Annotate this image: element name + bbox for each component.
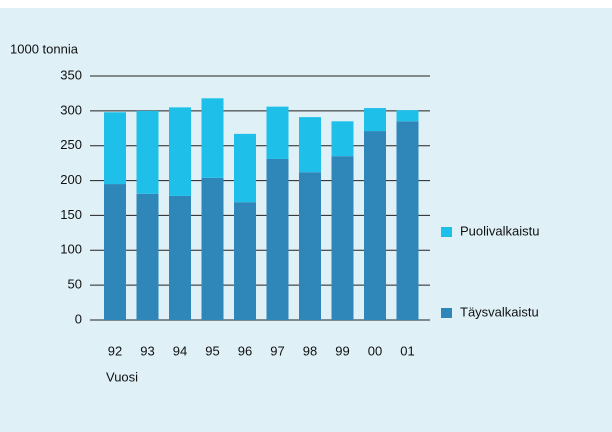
bar-segment xyxy=(104,112,126,185)
legend-swatch xyxy=(441,227,452,237)
bar-segment xyxy=(169,107,191,196)
y-tick-label: 50 xyxy=(68,277,82,292)
y-axis-label: 1000 tonnia xyxy=(10,41,79,56)
bar-segment xyxy=(364,131,386,320)
bar-segment xyxy=(234,133,256,203)
bar-segment xyxy=(299,117,321,173)
y-tick-label: 300 xyxy=(60,102,82,117)
y-tick-label: 200 xyxy=(60,172,82,187)
bar-segment xyxy=(201,177,224,320)
y-tick-label: 250 xyxy=(60,137,82,152)
y-tick-label: 100 xyxy=(60,242,82,257)
legend-label: Täysvalkaistu xyxy=(460,304,539,319)
bar-segment xyxy=(299,172,321,320)
x-tick-label: 93 xyxy=(140,343,154,358)
x-tick-label: 92 xyxy=(108,343,122,358)
x-tick-label: 01 xyxy=(400,343,414,358)
x-tick-label: 00 xyxy=(368,343,382,358)
x-tick-label: 98 xyxy=(303,343,317,358)
y-tick-label: 150 xyxy=(60,207,82,222)
x-tick-label: 99 xyxy=(335,343,349,358)
y-tick-label: 0 xyxy=(75,311,82,326)
y-tick-label: 350 xyxy=(60,67,82,82)
legend-swatch xyxy=(441,308,452,318)
bar-segment xyxy=(331,156,354,320)
bar-segment xyxy=(104,184,126,320)
x-axis-label: Vuosi xyxy=(106,369,138,384)
x-tick-label: 97 xyxy=(270,343,284,358)
bar-segment xyxy=(364,108,386,132)
bar-segment xyxy=(396,121,419,320)
x-tick-label: 94 xyxy=(173,343,187,358)
x-tick-label: 95 xyxy=(205,343,219,358)
bar-segment xyxy=(234,202,256,320)
bar-segment xyxy=(201,98,224,178)
x-tick-label: 96 xyxy=(238,343,252,358)
bar-segment xyxy=(396,110,419,122)
bar-segment xyxy=(266,106,289,159)
legend-label: Puolivalkaistu xyxy=(460,223,540,238)
bar-segment xyxy=(266,158,289,320)
bar-segment xyxy=(331,121,354,157)
bar-segment xyxy=(136,193,159,320)
bar-segment xyxy=(169,195,191,320)
bar-segment xyxy=(136,110,159,194)
